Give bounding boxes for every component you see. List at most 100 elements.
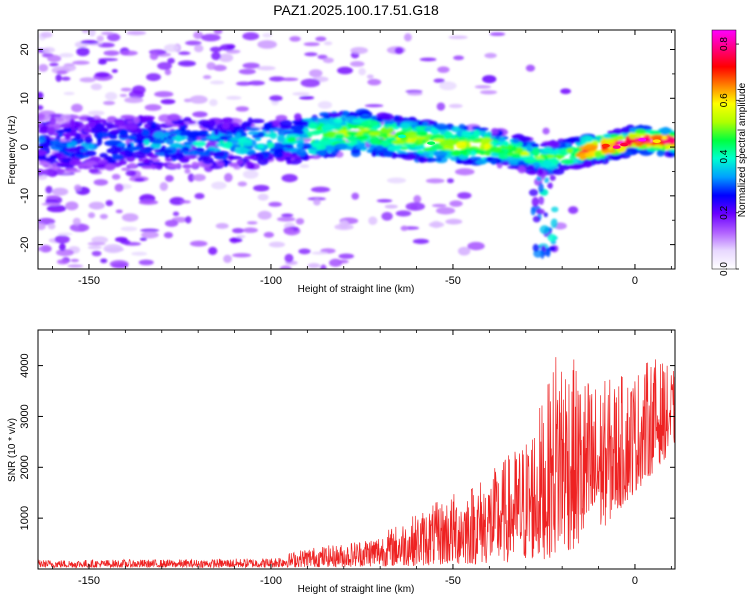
spectrogram-signal-blob <box>603 134 611 139</box>
spectrogram-signal-blob <box>393 115 401 120</box>
spectrogram-signal-blob <box>401 143 416 147</box>
spectrogram-noise-blob <box>47 223 56 230</box>
spectrogram-signal-blob <box>612 128 624 135</box>
spectrogram-noise-blob <box>323 41 333 46</box>
spectrogram-signal-blob <box>48 164 54 169</box>
spectrogram-noise-blob <box>206 62 216 70</box>
spectrogram-noise-blob <box>111 262 129 269</box>
spectrogram-signal-blob <box>404 131 418 139</box>
spectrogram-noise-blob <box>61 76 71 81</box>
spectrogram-noise-blob <box>38 247 44 251</box>
spectrogram-signal-blob <box>188 130 203 136</box>
spectrogram-signal-blob <box>64 114 72 121</box>
spectrogram-tail-blob <box>543 212 548 218</box>
spectrogram-signal-blob <box>286 158 292 165</box>
spectrogram-signal-blob <box>394 152 410 158</box>
spectrogram-noise-blob <box>407 91 423 96</box>
spectrogram-noise-blob <box>542 127 550 135</box>
spectrogram-signal-blob <box>527 141 536 145</box>
spectrogram-noise-blob <box>189 240 208 247</box>
spectrogram-noise-blob <box>98 60 107 65</box>
spectrogram-tail-blob <box>536 208 545 215</box>
spectrogram-signal-blob <box>223 141 233 148</box>
spectrogram-noise-blob <box>419 57 437 62</box>
spectrogram-signal-blob <box>294 113 302 121</box>
spectrogram-signal-blob <box>346 131 358 136</box>
spectrogram-noise-blob <box>74 184 82 192</box>
spectrogram-noise-blob <box>114 236 128 243</box>
spectrogram-noise-blob <box>242 170 259 179</box>
spectrogram-signal-blob <box>161 149 174 153</box>
spectrogram-signal-blob <box>463 125 469 131</box>
spectrogram-signal-blob <box>294 120 309 126</box>
spectrogram-signal-blob <box>279 119 293 128</box>
spectrogram-y-tick-label: -10 <box>19 188 31 204</box>
spectrogram-noise-blob <box>445 218 463 225</box>
spectrogram-noise-blob <box>211 51 221 61</box>
spectrogram-signal-blob <box>471 126 480 130</box>
spectrogram-noise-blob <box>449 200 463 207</box>
spectrogram-signal-blob <box>498 152 509 160</box>
spectrogram-noise-blob <box>238 68 256 75</box>
spectrogram-signal-blob <box>473 129 480 138</box>
snr-series-line <box>38 357 675 569</box>
spectrogram-signal-blob <box>594 150 602 158</box>
spectrogram-noise-blob <box>115 209 123 214</box>
spectrogram-noise-blob <box>90 83 103 91</box>
spectrogram-signal-blob <box>128 162 137 168</box>
spectrogram-noise-blob <box>280 77 299 82</box>
spectrogram-noise-blob <box>140 228 160 233</box>
spectrogram-peak <box>620 142 629 147</box>
spectrogram-tail-blob <box>551 206 559 213</box>
spectrogram-signal-blob <box>178 149 187 153</box>
spectrogram-noise-blob <box>289 36 301 42</box>
spectrogram-signal-blob <box>455 141 467 150</box>
spectrogram-signal-blob <box>179 132 190 137</box>
spectrogram-noise-blob <box>149 52 159 60</box>
spectrogram-signal-blob <box>94 123 105 132</box>
spectrogram-noise-blob <box>201 33 221 42</box>
spectrogram-noise-blob <box>307 262 321 269</box>
spectrogram-signal-blob <box>149 143 161 148</box>
snr-y-axis-title: SNR (10 * v/v) <box>7 418 18 482</box>
spectrogram-signal-blob <box>200 137 208 142</box>
spectrogram-signal-blob <box>287 136 297 143</box>
spectrogram-noise-blob <box>169 197 185 206</box>
spectrogram-noise-blob <box>300 78 321 88</box>
spectrogram-signal-blob <box>182 164 192 169</box>
spectrogram-signal-blob <box>245 127 261 131</box>
spectrogram-signal-blob <box>143 139 150 146</box>
spectrogram-noise-blob <box>209 99 218 107</box>
spectrogram-noise-blob <box>232 253 252 258</box>
spectrogram-signal-blob <box>601 149 617 154</box>
spectrogram-noise-blob <box>279 265 292 269</box>
spectrogram-noise-blob <box>38 105 44 111</box>
spectrogram-noise-blob <box>310 186 331 193</box>
spectrogram-signal-blob <box>661 135 668 140</box>
spectrogram-signal-blob <box>82 127 92 134</box>
spectrogram-signal-blob <box>566 137 578 143</box>
spectrogram-noise-blob <box>103 50 120 56</box>
spectrogram-signal-blob <box>40 157 56 161</box>
spectrogram-signal-blob <box>628 131 638 140</box>
spectrogram-noise-blob <box>299 164 310 169</box>
spectrogram-signal-blob <box>221 121 230 130</box>
spectrogram-noise-blob <box>322 57 334 64</box>
spectrogram-noise-blob <box>368 216 378 225</box>
spectrogram-noise-blob <box>386 177 407 184</box>
spectrogram-noise-blob <box>349 60 365 67</box>
colorbar-tick-label: 0.0 <box>719 262 730 276</box>
spectrogram-heatmap <box>38 30 675 269</box>
spectrogram-peak <box>612 145 621 149</box>
spectrogram-signal-blob <box>656 149 665 157</box>
spectrogram-noise-blob <box>38 91 44 100</box>
spectrogram-signal-blob <box>460 147 468 156</box>
spectrogram-signal-blob <box>136 139 144 145</box>
spectrogram-signal-blob <box>577 163 593 168</box>
spectrogram-signal-blob <box>183 154 198 160</box>
spectrogram-noise-blob <box>269 95 283 102</box>
spectrogram-noise-blob <box>215 223 229 229</box>
spectrogram-signal-blob <box>120 114 135 120</box>
spectrogram-noise-blob <box>394 47 404 55</box>
